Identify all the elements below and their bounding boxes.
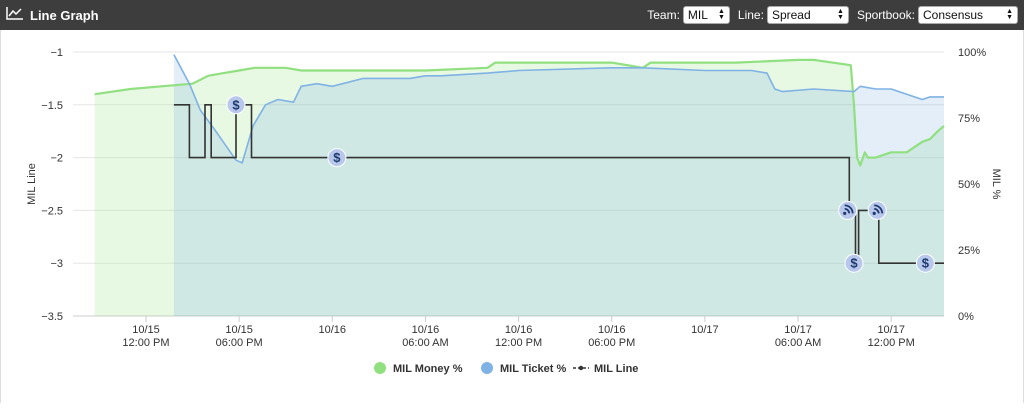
signal-icon: [872, 204, 884, 215]
legend-symbol: [481, 362, 493, 374]
dollar-sign-icon: $: [333, 150, 341, 165]
legend-label: MIL Ticket %: [500, 363, 566, 375]
x-tick-date: 10/16: [598, 324, 626, 336]
x-tick-time: 06:00 PM: [588, 337, 635, 349]
x-tick-date: 10/16: [505, 324, 533, 336]
signal-arc: [844, 204, 854, 214]
select-arrows-icon: ▲ ▼: [1006, 8, 1013, 21]
dollar-sign-icon: $: [850, 256, 858, 271]
x-tick-time: 12:00 PM: [868, 337, 915, 349]
team-select[interactable]: MIL ▲ ▼: [682, 6, 730, 24]
sportbook-select-value: Consensus: [923, 8, 984, 22]
steam-marker-icon: [867, 200, 887, 220]
legend-label: MIL Money %: [393, 363, 463, 375]
series-lines: [94, 54, 945, 264]
x-tick-date: 10/15: [132, 324, 160, 336]
line-chart-icon: [6, 6, 24, 25]
series-line-money: [94, 58, 945, 167]
x-tick-date: 10/15: [225, 324, 253, 336]
y-tick-label: −3.5: [41, 311, 63, 323]
x-tick-time: 06:00 PM: [216, 337, 263, 349]
marker-circle: [327, 148, 347, 168]
y-tick-label: −3: [50, 258, 63, 270]
series-line-ticket: [173, 54, 944, 164]
area-money: [94, 59, 944, 317]
y-axis-title: MIL Line: [26, 163, 38, 205]
team-select-value: MIL: [687, 8, 708, 22]
signal-dot: [872, 211, 876, 215]
y-tick-label: −1: [50, 47, 63, 59]
legend-label: MIL Line: [594, 363, 638, 375]
dollar-sign-icon: $: [232, 97, 240, 112]
dollar-marker-icon: $: [844, 253, 864, 273]
chart-header: Line Graph Team: MIL ▲ ▼ Line: Spread ▲ ▼ …: [0, 0, 1024, 30]
x-tick-date: 10/16: [412, 324, 440, 336]
dollar-marker-icon: $: [226, 95, 246, 115]
marker-circle: [915, 253, 935, 273]
chart-panel: $ $ $ $ −1 −1.5 −2 −2.5 −3 −3.5 100% 75% 50% 25% 0% MI…: [0, 30, 1024, 403]
legend-item-money: MIL Money %: [374, 362, 463, 375]
y-tick-label: −2.5: [41, 205, 63, 217]
axes: −1 −1.5 −2 −2.5 −3 −3.5 100% 75% 50% 25% 0% MIL Lin…: [26, 47, 1002, 349]
sportbook-select[interactable]: Consensus ▲ ▼: [918, 6, 1018, 24]
x-tick-date: 10/17: [877, 324, 905, 336]
x-tick-time: 12:00 PM: [495, 337, 542, 349]
y2-tick-label: 0%: [958, 311, 974, 323]
legend-line-dot: [578, 365, 584, 371]
select-arrows-icon: ▲ ▼: [717, 8, 725, 21]
signal-arc: [874, 204, 884, 214]
y2-tick-label: 75%: [958, 113, 980, 125]
y2-tick-label: 25%: [958, 245, 980, 257]
signal-arc: [874, 207, 880, 214]
legend-symbol: [374, 362, 386, 374]
x-tick-date: 10/17: [784, 324, 812, 336]
marker-circle: [844, 253, 864, 273]
series-line-line: [173, 104, 944, 264]
x-tick-time: 12:00 PM: [122, 337, 169, 349]
x-tick-time: 06:00 AM: [402, 337, 448, 349]
legend-item-ticket: MIL Ticket %: [481, 362, 566, 375]
line-label: Line:: [737, 8, 764, 22]
signal-icon: [843, 204, 854, 215]
marker-circle: [226, 95, 246, 115]
line-select-value: Spread: [771, 8, 811, 22]
legend-item-line: MIL Line: [573, 363, 638, 375]
dollar-marker-icon: $: [327, 148, 347, 168]
y-tick-label: −1.5: [41, 100, 63, 112]
line-select[interactable]: Spread ▲ ▼: [766, 6, 849, 24]
select-arrows-icon: ▲ ▼: [837, 8, 844, 21]
line-markers: $ $ $ $: [226, 95, 935, 273]
y2-tick-label: 50%: [958, 179, 980, 191]
dollar-sign-icon: $: [922, 256, 930, 271]
y-tick-label: −2: [50, 153, 63, 165]
signal-dot: [843, 211, 847, 215]
signal-arc: [844, 207, 851, 214]
series-areas: [94, 54, 944, 317]
area-ticket: [173, 54, 944, 316]
sportbook-label: Sportbook:: [856, 8, 915, 22]
controls: Team: MIL ▲ ▼ Line: Spread ▲ ▼ Sportbook: …: [639, 6, 1018, 24]
legend: MIL Money % MIL Ticket % MIL Line: [374, 362, 638, 375]
dollar-marker-icon: $: [915, 253, 935, 273]
x-tick-date: 10/17: [691, 324, 719, 336]
title-wrap: Line Graph: [6, 6, 99, 25]
line-chart: $ $ $ $ −1 −1.5 −2 −2.5 −3 −3.5 100% 75% 50% 25% 0% MI…: [26, 47, 1002, 375]
y2-tick-label: 100%: [958, 47, 986, 59]
chart-title: Line Graph: [30, 7, 99, 23]
steam-marker-icon: [838, 200, 858, 220]
y2-axis-title: MIL %: [990, 169, 1002, 200]
team-label: Team:: [647, 8, 680, 22]
x-tick-date: 10/16: [319, 324, 347, 336]
x-tick-time: 06:00 AM: [775, 337, 821, 349]
